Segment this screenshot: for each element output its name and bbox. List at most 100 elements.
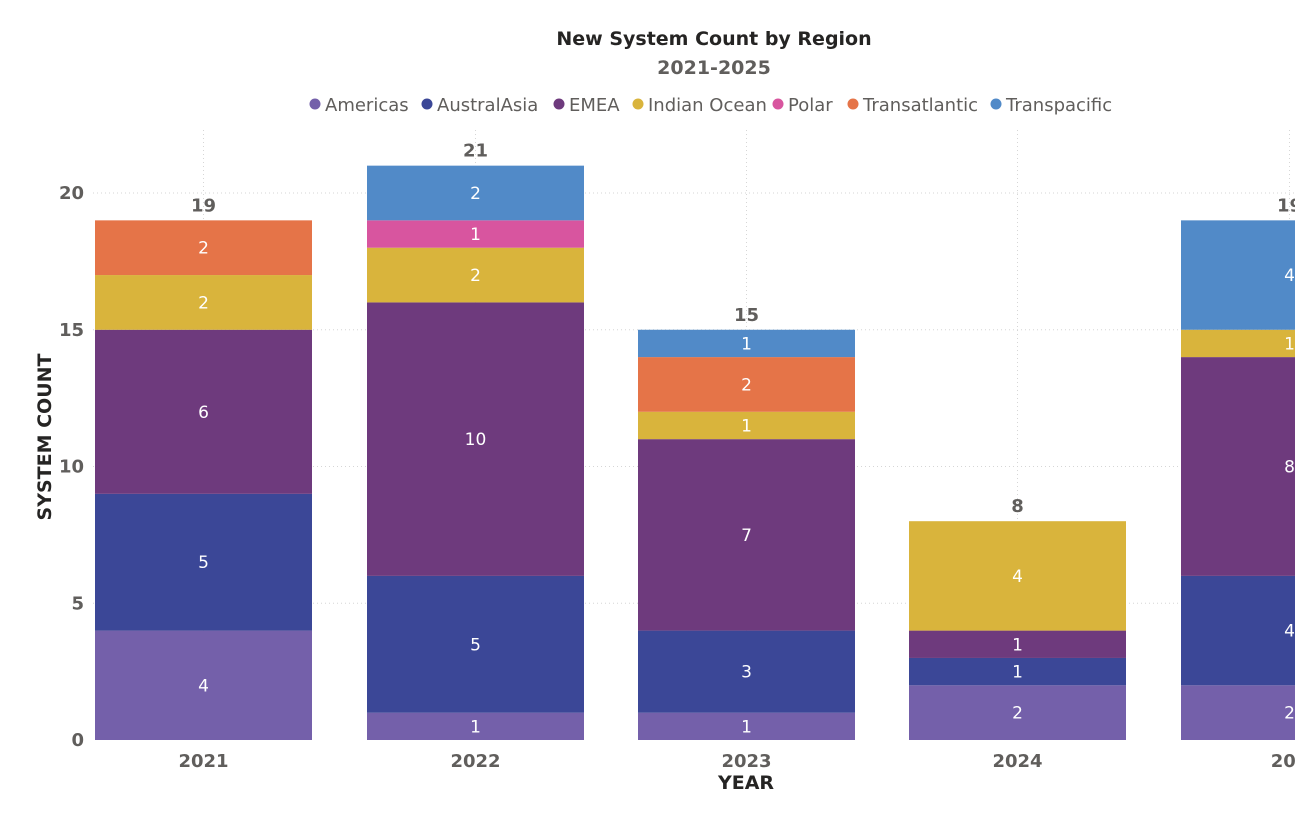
bar-segment-australasia-2021[interactable]	[95, 493, 312, 631]
data-label: 2	[1284, 704, 1295, 724]
data-label: 2	[741, 375, 752, 395]
data-label: 10	[465, 430, 487, 450]
bar-segment-transatlantic-2023[interactable]	[638, 357, 855, 412]
bar-segment-indian-ocean-2024[interactable]	[909, 521, 1126, 631]
legend-item-polar[interactable]: Polar	[772, 95, 834, 116]
bar-segment-australasia-2025[interactable]	[1181, 575, 1295, 686]
data-label: 2	[470, 184, 481, 204]
data-label: 1	[741, 416, 752, 436]
data-label: 2	[198, 239, 209, 259]
bar-segment-indian-ocean-2021[interactable]	[95, 275, 312, 330]
legend-label: Indian Ocean	[648, 95, 767, 116]
data-label: 1	[1012, 663, 1023, 683]
bar-segment-transpacific-2025[interactable]	[1181, 220, 1295, 330]
chart-title: New System Count by Region	[556, 28, 871, 50]
legend-marker	[772, 98, 784, 110]
chart-subtitle: 2021-2025	[657, 57, 771, 79]
bar-segment-indian-ocean-2025[interactable]	[1181, 329, 1295, 358]
bar-segment-emea-2025[interactable]	[1181, 357, 1295, 576]
data-label: 5	[198, 553, 209, 573]
y-tick-label: 0	[71, 730, 84, 751]
bar-segment-indian-ocean-2022[interactable]	[367, 247, 584, 303]
data-label: 3	[741, 663, 752, 683]
total-label: 21	[463, 141, 488, 162]
legend-item-indian-ocean[interactable]: Indian Ocean	[632, 95, 767, 116]
total-label: 15	[734, 305, 759, 326]
legend-marker	[847, 98, 859, 110]
x-axis-title: YEAR	[717, 772, 774, 794]
legend-label: EMEA	[569, 95, 620, 116]
x-tick-label: 202	[1271, 751, 1295, 772]
bar-segment-americas-2023[interactable]	[638, 712, 855, 740]
bar-stack-2025: 2 4 8 1 4 19	[1181, 195, 1295, 740]
legend: Americas AustralAsia EMEA Indian Ocean Polar…	[309, 95, 1113, 116]
x-axis-ticks: 2021 2022 2023 2024 202	[178, 751, 1295, 772]
data-label: 2	[470, 266, 481, 286]
data-label: 1	[470, 225, 481, 245]
bar-segment-americas-2024[interactable]	[909, 685, 1126, 740]
data-label: 4	[1012, 567, 1023, 587]
bar-segment-emea-2024[interactable]	[909, 630, 1126, 658]
legend-marker	[990, 98, 1002, 110]
legend-label: Americas	[325, 95, 409, 116]
bar-segment-americas-2025[interactable]	[1181, 685, 1295, 740]
data-label: 2	[198, 293, 209, 313]
bar-segment-emea-2023[interactable]	[638, 439, 855, 631]
legend-label: Transatlantic	[862, 95, 978, 116]
legend-marker	[309, 98, 321, 110]
y-axis-title: SYSTEM COUNT	[34, 353, 56, 520]
y-tick-label: 10	[59, 457, 84, 478]
bar-segment-transatlantic-2021[interactable]	[95, 220, 312, 276]
y-tick-label: 15	[59, 320, 84, 341]
legend-label: Polar	[788, 95, 833, 116]
legend-marker	[632, 98, 644, 110]
x-tick-label: 2023	[721, 751, 771, 772]
legend-item-australasia[interactable]: AustralAsia	[421, 95, 539, 116]
x-tick-label: 2021	[178, 751, 228, 772]
legend-item-americas[interactable]: Americas	[309, 95, 409, 116]
data-label: 2	[1012, 704, 1023, 724]
bar-stack-2021: 4 5 6 2 2 19	[95, 195, 312, 740]
bars: 456221915102122113712115211482481419	[95, 141, 1295, 740]
bar-segment-indian-ocean-2023[interactable]	[638, 411, 855, 440]
y-tick-label: 5	[71, 593, 84, 614]
total-label: 19	[191, 195, 216, 216]
bar-segment-polar-2022[interactable]	[367, 220, 584, 248]
y-tick-label: 20	[59, 183, 84, 204]
data-label: 1	[1284, 334, 1295, 354]
bar-segment-americas-2021[interactable]	[95, 630, 312, 740]
bar-stack-2024: 2 1 1 4 8	[909, 496, 1126, 740]
y-axis-ticks: 0 5 10 15 20	[59, 183, 84, 751]
bar-segment-americas-2022[interactable]	[367, 712, 584, 740]
data-label: 4	[1284, 266, 1295, 286]
legend-marker	[421, 98, 433, 110]
x-tick-label: 2024	[992, 751, 1042, 772]
legend-item-transpacific[interactable]: Transpacific	[990, 95, 1113, 116]
data-label: 1	[1012, 635, 1023, 655]
bar-segment-transpacific-2022[interactable]	[367, 165, 584, 221]
bar-segment-australasia-2022[interactable]	[367, 575, 584, 713]
data-label: 1	[741, 717, 752, 737]
data-label: 6	[198, 403, 209, 423]
bar-segment-emea-2022[interactable]	[367, 302, 584, 576]
total-label: 19	[1277, 195, 1295, 216]
legend-item-transatlantic[interactable]: Transatlantic	[847, 95, 979, 116]
legend-label: Transpacific	[1005, 95, 1112, 116]
data-label: 1	[470, 717, 481, 737]
bar-segment-australasia-2023[interactable]	[638, 630, 855, 713]
bar-segment-transpacific-2023[interactable]	[638, 329, 855, 358]
data-label: 4	[1284, 622, 1295, 642]
bar-segment-australasia-2024[interactable]	[909, 657, 1126, 686]
data-label: 8	[1284, 458, 1295, 478]
total-label: 8	[1011, 496, 1024, 517]
legend-label: AustralAsia	[437, 95, 538, 116]
legend-marker	[553, 98, 565, 110]
data-label: 4	[198, 676, 209, 696]
legend-item-emea[interactable]: EMEA	[553, 95, 621, 116]
bar-segment-emea-2021[interactable]	[95, 329, 312, 494]
data-label: 1	[741, 334, 752, 354]
